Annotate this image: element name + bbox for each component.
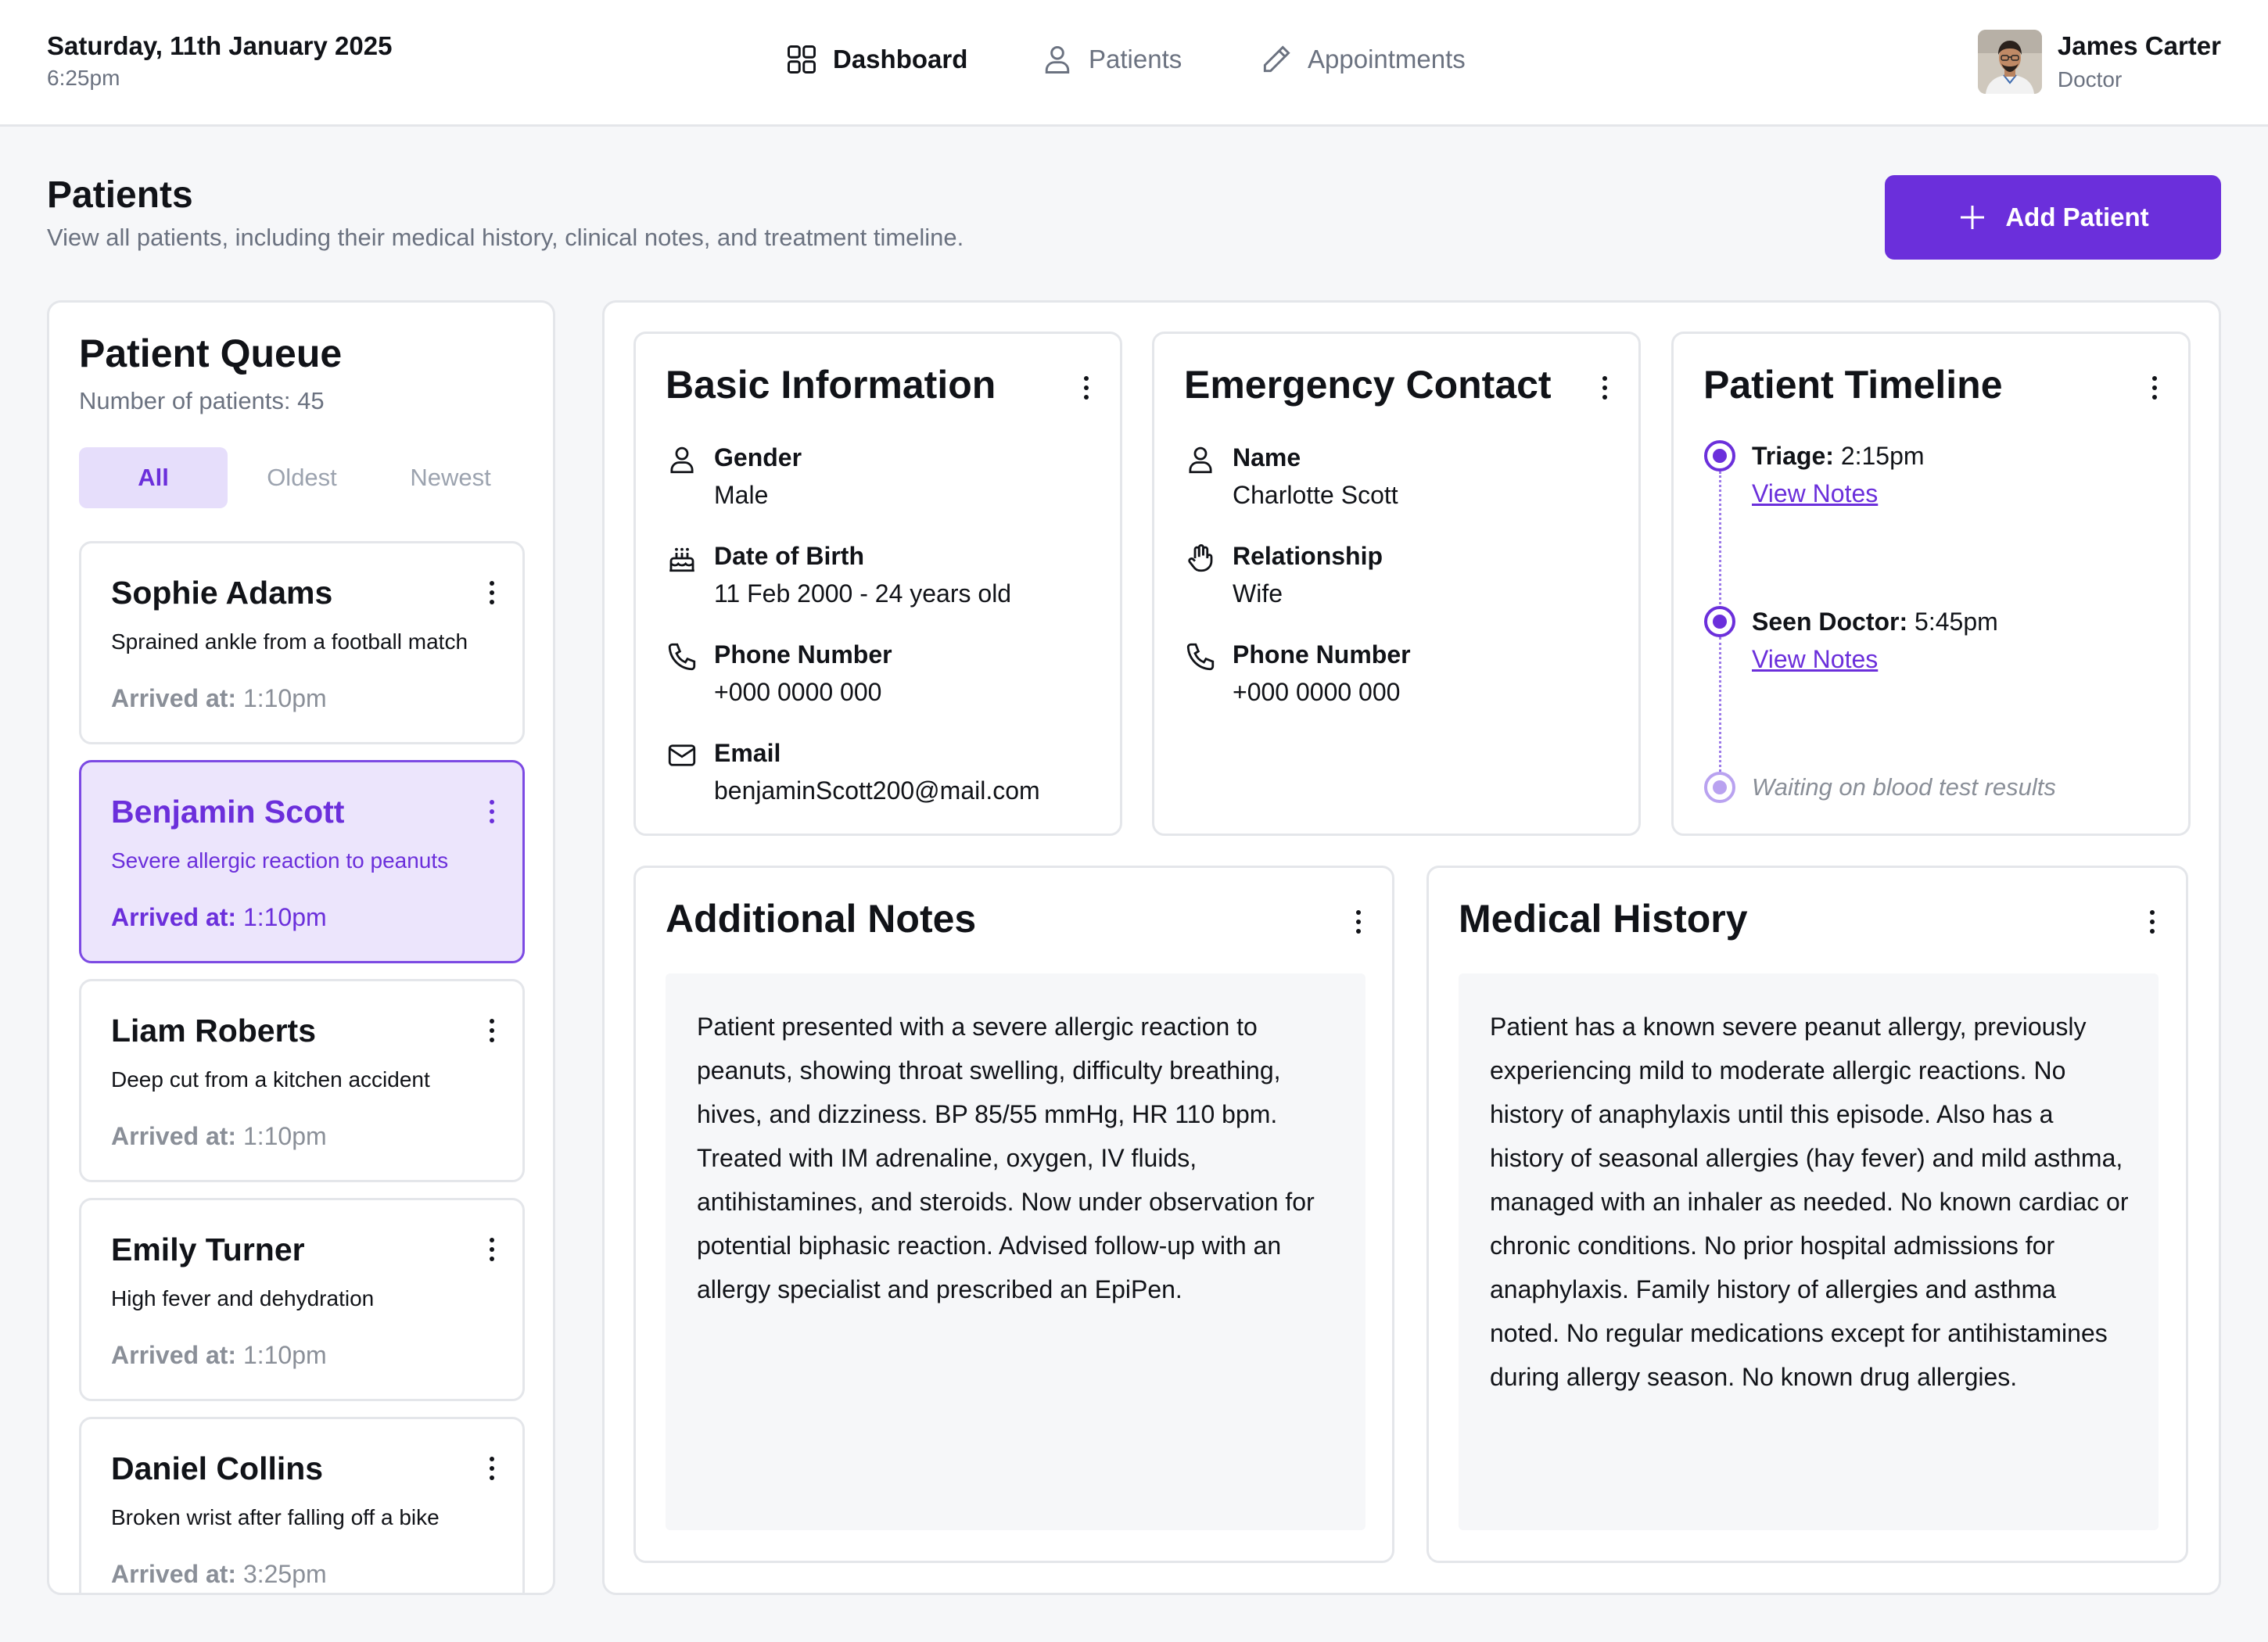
current-time: 6:25pm [47, 66, 120, 90]
patient-card[interactable]: Daniel Collins Broken wrist after fallin… [79, 1417, 525, 1593]
queue-title: Patient Queue [79, 332, 343, 375]
phone-icon [668, 643, 696, 671]
view-notes-link[interactable]: View Notes [1752, 479, 1879, 507]
patient-condition: High fever and dehydration [111, 1286, 375, 1310]
queue-filters: All Oldest Newest [79, 447, 525, 508]
user-icon [1045, 45, 1070, 73]
patient-card[interactable]: Sophie Adams Sprained ankle from a footb… [79, 541, 525, 744]
more-options-icon[interactable] [480, 1230, 504, 1269]
more-options-icon[interactable] [1347, 902, 1370, 941]
patient-name: Benjamin Scott [111, 794, 345, 830]
card-title: Emergency Contact [1184, 363, 1552, 407]
additional-notes-text: Patient presented with a severe allergic… [697, 1013, 1315, 1303]
patient-card-selected[interactable]: Benjamin Scott Severe allergic reaction … [79, 760, 525, 963]
more-options-icon[interactable] [1075, 368, 1098, 407]
basic-information-card: Basic Information Gender Male Date of Bi… [633, 332, 1122, 836]
user-name: James Carter [2057, 31, 2221, 60]
patient-condition: Broken wrist after falling off a bike [111, 1505, 440, 1529]
patient-queue-panel: Patient Queue Number of patients: 45 All… [47, 300, 555, 1595]
card-title: Basic Information [666, 363, 996, 407]
avatar [1977, 30, 2042, 94]
user-profile[interactable]: James Carter Doctor [1977, 30, 2221, 94]
more-options-icon[interactable] [480, 1011, 504, 1050]
medical-history-card: Medical History Patient has a known seve… [1426, 866, 2188, 1563]
mail-icon [668, 744, 696, 766]
page-title: Patients [47, 174, 193, 216]
patient-name: Daniel Collins [111, 1450, 324, 1486]
patient-arrival: Arrived at: 3:25pm [111, 1560, 327, 1588]
notes-box: Patient presented with a severe allergic… [666, 973, 1365, 1530]
card-title: Patient Timeline [1703, 363, 2003, 407]
more-options-icon[interactable] [480, 792, 504, 831]
plus-icon [1961, 206, 1985, 229]
medical-history-text: Patient has a known severe peanut allerg… [1490, 1013, 2129, 1391]
card-title: Additional Notes [666, 897, 977, 941]
patient-arrival: Arrived at: 1:10pm [111, 1341, 327, 1369]
more-options-icon[interactable] [480, 573, 504, 612]
more-options-icon[interactable] [480, 1449, 504, 1488]
timeline-connector [1719, 471, 1721, 608]
patient-detail-panel: Basic Information Gender Male Date of Bi… [602, 300, 2221, 1595]
cake-icon [669, 547, 694, 572]
patient-condition: Sprained ankle from a football match [111, 629, 468, 654]
patient-card[interactable]: Liam Roberts Deep cut from a kitchen acc… [79, 979, 525, 1182]
filter-all[interactable]: All [79, 447, 228, 508]
user-role: Doctor [2057, 67, 2123, 91]
pencil-icon [1263, 45, 1290, 73]
nav-dashboard-label: Dashboard [833, 45, 968, 73]
nav-patients-label: Patients [1089, 45, 1182, 73]
patient-name: Liam Roberts [111, 1013, 316, 1049]
top-bar: Saturday, 11th January 2025 6:25pm Dashb… [0, 0, 2268, 127]
patient-name: Sophie Adams [111, 575, 333, 611]
add-patient-label: Add Patient [2005, 203, 2149, 231]
current-date: Saturday, 11th January 2025 [47, 31, 393, 60]
patient-condition: Severe allergic reaction to peanuts [111, 848, 449, 873]
user-icon [670, 446, 694, 474]
filter-oldest[interactable]: Oldest [267, 464, 337, 491]
more-options-icon[interactable] [2141, 902, 2164, 941]
timeline-event-triage: Triage: 2:15pm [1752, 442, 1925, 470]
additional-notes-card: Additional Notes Patient presented with … [633, 866, 1394, 1563]
patient-condition: Deep cut from a kitchen accident [111, 1067, 430, 1092]
patient-card[interactable]: Emily Turner High fever and dehydration … [79, 1198, 525, 1401]
patient-name: Emily Turner [111, 1232, 305, 1267]
user-icon [1189, 446, 1212, 474]
patient-arrival: Arrived at: 1:10pm [111, 903, 327, 931]
timeline-dot [1704, 606, 1735, 637]
user-photo-icon [1977, 30, 2042, 94]
add-patient-button[interactable]: Add Patient [1885, 175, 2221, 260]
timeline-event-seen-doctor: Seen Doctor: 5:45pm [1752, 608, 1998, 636]
timeline-pending-status: Waiting on blood test results [1752, 773, 2056, 801]
hand-icon [1188, 544, 1213, 572]
notes-box: Patient has a known severe peanut allerg… [1459, 973, 2159, 1530]
nav-appointments-label: Appointments [1308, 45, 1466, 73]
nav-dashboard[interactable]: Dashboard [784, 42, 967, 77]
view-notes-link[interactable]: View Notes [1752, 645, 1879, 673]
more-options-icon[interactable] [1593, 368, 1617, 407]
grid-icon [788, 45, 816, 73]
patient-arrival: Arrived at: 1:10pm [111, 1122, 327, 1150]
emergency-contact-card: Emergency Contact Name Charlotte Scott R… [1152, 332, 1641, 836]
nav-appointments[interactable]: Appointments [1259, 42, 1466, 77]
timeline-dot-pending [1704, 772, 1735, 803]
more-options-icon[interactable] [2143, 368, 2166, 407]
patient-count: Number of patients: 45 [79, 387, 325, 414]
phone-icon [1186, 643, 1215, 671]
timeline-dot [1704, 440, 1735, 471]
card-title: Medical History [1459, 897, 1748, 941]
page-subtitle: View all patients, including their medic… [47, 224, 964, 251]
patient-arrival: Arrived at: 1:10pm [111, 684, 327, 712]
patient-timeline-card: Patient Timeline Triage: 2:15pm View Not… [1671, 332, 2191, 836]
filter-newest[interactable]: Newest [410, 464, 491, 491]
timeline-connector [1719, 637, 1721, 791]
nav-patients[interactable]: Patients [1040, 42, 1182, 77]
